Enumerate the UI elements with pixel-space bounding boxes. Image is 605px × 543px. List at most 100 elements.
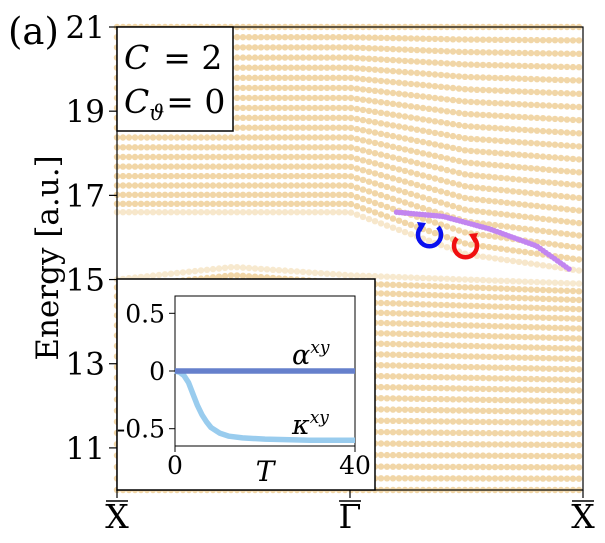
bulk-point bbox=[245, 172, 253, 180]
bulk-point bbox=[197, 191, 205, 198]
bulk-point bbox=[563, 355, 571, 362]
bulk-point bbox=[563, 464, 571, 471]
bulk-point bbox=[305, 163, 313, 170]
bulk-point bbox=[197, 200, 205, 207]
bulk-point bbox=[239, 272, 247, 279]
bulk-point bbox=[395, 176, 403, 184]
bulk-point bbox=[551, 376, 559, 383]
bulk-point bbox=[365, 86, 373, 94]
bulk-point bbox=[533, 452, 541, 460]
bulk-point bbox=[233, 124, 241, 131]
bulk-point bbox=[575, 430, 583, 438]
bulk-point bbox=[515, 101, 523, 108]
bulk-point bbox=[209, 209, 217, 216]
bulk-point bbox=[425, 195, 433, 203]
bulk-point bbox=[305, 84, 313, 92]
inset-x-axis-label: T bbox=[256, 455, 277, 488]
bulk-point bbox=[245, 163, 253, 170]
bulk-point bbox=[413, 352, 421, 359]
bulk-point bbox=[407, 125, 415, 132]
bulk-point bbox=[245, 273, 253, 280]
bulk-point bbox=[131, 172, 139, 180]
bulk-point bbox=[569, 315, 577, 322]
bulk-point bbox=[281, 163, 289, 170]
bulk-point bbox=[371, 150, 379, 157]
bulk-point bbox=[353, 105, 361, 113]
bulk-point bbox=[425, 206, 433, 214]
bulk-point bbox=[569, 430, 577, 438]
bulk-point bbox=[545, 179, 553, 186]
bulk-point bbox=[539, 286, 547, 294]
bulk-point bbox=[413, 81, 421, 88]
bulk-point bbox=[437, 407, 445, 414]
bulk-point bbox=[455, 342, 463, 349]
bulk-point bbox=[263, 266, 271, 273]
bulk-point bbox=[233, 264, 241, 271]
alpha-xy-label: αxy bbox=[292, 338, 330, 371]
bulk-point bbox=[557, 167, 565, 174]
bulk-point bbox=[281, 74, 289, 82]
bulk-point bbox=[515, 364, 523, 372]
bulk-point bbox=[407, 373, 415, 380]
bulk-point bbox=[497, 198, 505, 206]
bulk-point bbox=[473, 111, 481, 118]
bulk-point bbox=[275, 34, 283, 41]
bulk-point bbox=[257, 153, 265, 161]
bulk-point bbox=[473, 86, 481, 94]
bulk-point bbox=[233, 104, 241, 112]
bulk-point bbox=[305, 269, 313, 276]
bulk-point bbox=[449, 36, 457, 43]
bulk-point bbox=[143, 172, 151, 180]
bulk-point bbox=[473, 441, 481, 448]
bulk-point bbox=[485, 185, 493, 192]
bulk-point bbox=[539, 452, 547, 460]
bulk-point bbox=[395, 406, 403, 413]
bulk-point bbox=[551, 355, 559, 362]
bulk-point bbox=[455, 227, 463, 234]
bulk-point bbox=[311, 44, 319, 51]
bulk-point bbox=[263, 34, 271, 41]
bulk-point bbox=[395, 475, 403, 482]
bulk-point bbox=[275, 209, 283, 216]
bulk-point bbox=[473, 136, 481, 143]
bulk-point bbox=[521, 62, 529, 70]
bulk-point bbox=[569, 63, 577, 71]
bulk-point bbox=[395, 134, 403, 141]
bulk-point bbox=[233, 54, 241, 61]
bulk-point bbox=[527, 386, 535, 393]
bulk-point bbox=[527, 365, 535, 372]
bulk-point bbox=[437, 463, 445, 471]
bulk-point bbox=[503, 175, 511, 182]
bulk-point bbox=[395, 429, 403, 436]
bulk-point bbox=[401, 440, 409, 447]
bulk-point bbox=[377, 161, 385, 169]
bulk-point bbox=[527, 419, 535, 426]
bulk-point bbox=[347, 64, 355, 72]
bulk-point bbox=[479, 208, 487, 216]
bulk-point bbox=[515, 408, 523, 415]
bulk-point bbox=[353, 145, 361, 153]
bulk-point bbox=[257, 94, 265, 102]
bulk-point bbox=[317, 44, 325, 51]
bulk-point bbox=[473, 196, 481, 203]
bulk-point bbox=[479, 312, 487, 320]
bulk-point bbox=[509, 151, 517, 158]
bulk-point bbox=[347, 114, 355, 122]
bulk-point bbox=[335, 64, 343, 71]
bulk-point bbox=[437, 283, 445, 290]
bulk-point bbox=[137, 153, 145, 161]
bulk-point bbox=[221, 200, 229, 207]
bulk-point bbox=[293, 134, 301, 141]
bulk-point bbox=[527, 152, 535, 159]
bulk-point bbox=[365, 158, 373, 165]
bulk-point bbox=[509, 441, 517, 448]
bulk-point bbox=[167, 144, 175, 151]
bulk-point bbox=[557, 305, 565, 312]
bulk-point bbox=[443, 84, 451, 91]
bulk-point bbox=[233, 144, 241, 151]
bulk-point bbox=[239, 264, 247, 271]
bulk-point bbox=[527, 475, 535, 482]
bulk-point bbox=[155, 191, 163, 198]
bulk-point bbox=[227, 153, 235, 161]
bulk-point bbox=[437, 418, 445, 425]
